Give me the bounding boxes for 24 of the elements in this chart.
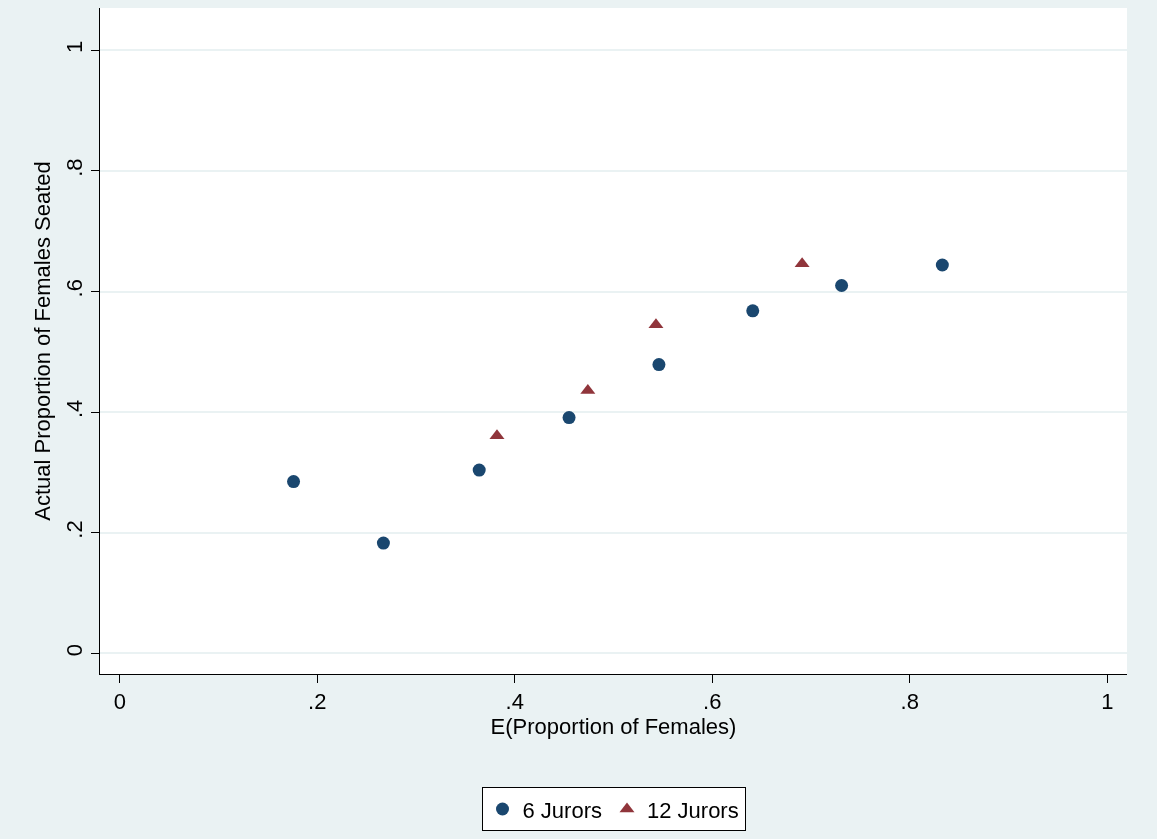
legend-label: 6 Jurors <box>522 797 602 823</box>
point <box>746 304 760 318</box>
y-tick-label: 0 <box>62 644 88 657</box>
point <box>376 536 390 550</box>
x-tick-label: 1 <box>1101 689 1114 715</box>
y-tick-label: .2 <box>62 520 88 539</box>
y-axis-title: Actual Proportion of Females Seated <box>30 161 55 521</box>
x-tick-label: .2 <box>308 689 327 715</box>
point <box>935 258 949 272</box>
point <box>472 463 486 477</box>
y-tick-label: .4 <box>62 399 88 419</box>
y-tick-label: .6 <box>62 279 88 298</box>
x-axis-title: E(Proportion of Females) <box>490 714 737 740</box>
x-tick-label: 0 <box>113 689 126 715</box>
y-tick-label: .8 <box>62 158 88 177</box>
legend-label: 12 Jurors <box>646 797 739 823</box>
x-tick-label: .6 <box>703 689 722 715</box>
point <box>835 279 849 292</box>
x-tick-label: .4 <box>505 689 524 715</box>
x-tick-label: .8 <box>900 689 919 715</box>
point <box>652 358 666 372</box>
point <box>562 411 576 425</box>
y-tick-label: 1 <box>62 40 88 54</box>
point <box>287 475 301 489</box>
